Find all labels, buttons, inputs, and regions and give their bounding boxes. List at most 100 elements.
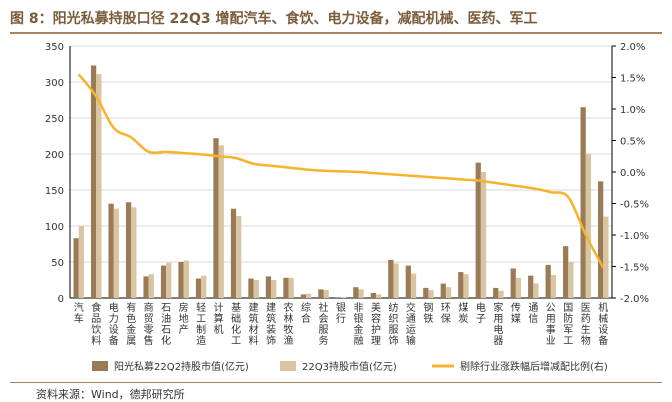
bar-q3 <box>253 280 259 298</box>
bar-q2 <box>230 208 237 298</box>
category-label: 食品饮料 <box>91 301 101 347</box>
bar-q3 <box>550 274 557 298</box>
right-tick-label: -1.5% <box>620 263 649 274</box>
right-tick-label: 0.0% <box>620 168 645 179</box>
bar-q3 <box>131 207 137 298</box>
bar-q2 <box>248 278 254 298</box>
right-tick-label: -1.0% <box>620 231 649 242</box>
category-label: 汽车 <box>74 301 84 325</box>
bar-q3 <box>445 287 452 298</box>
category-label: 美容护理 <box>371 301 381 347</box>
bar-q3 <box>585 154 592 298</box>
category-label: 有色金属 <box>126 301 136 347</box>
source-note: 资料来源：Wind，德邦研究所 <box>36 388 185 401</box>
bar-q2 <box>318 289 324 298</box>
legend-swatch <box>280 361 296 371</box>
category-label: 煤炭 <box>458 301 468 325</box>
bar-q2 <box>493 287 499 298</box>
category-label: 石油石化 <box>161 303 171 347</box>
bar-q2 <box>528 275 534 298</box>
legend-label: 剔除行业涨跌幅后增减配比例(右) <box>460 360 608 373</box>
category-label: 医药生物 <box>581 302 591 347</box>
bar-q2 <box>440 283 446 298</box>
bar-q3 <box>96 74 102 298</box>
bar-q2 <box>405 265 411 298</box>
category-label: 国防军工 <box>563 302 573 347</box>
category-label: 电子 <box>476 301 486 325</box>
left-tick-label: 50 <box>51 258 64 269</box>
left-tick-label: 250 <box>45 114 64 125</box>
right-tick-label: -0.5% <box>620 200 649 211</box>
bar-q3 <box>568 262 574 298</box>
bar-q2 <box>458 272 464 298</box>
category-label: 传媒 <box>511 302 521 325</box>
right-tick-label: 1.0% <box>620 105 645 116</box>
left-tick-label: 200 <box>45 150 64 161</box>
title-rule <box>10 32 662 34</box>
bar-q2 <box>90 65 97 298</box>
category-label: 建筑装饰 <box>266 301 276 347</box>
left-tick-label: 350 <box>45 42 64 53</box>
bar-q2 <box>370 292 376 298</box>
bar-q2 <box>265 276 272 298</box>
source-rule <box>10 382 662 383</box>
bar-q2 <box>563 246 569 298</box>
category-label: 机械设备 <box>598 301 608 347</box>
category-label: 家用电器 <box>493 301 503 347</box>
bar-q2 <box>213 138 219 298</box>
bar-q2 <box>545 264 551 298</box>
bar-q3 <box>480 172 487 298</box>
category-label: 计算机 <box>214 301 224 336</box>
bar-q3 <box>533 283 539 298</box>
left-tick-label: 100 <box>45 222 64 233</box>
bar-q2 <box>335 297 341 298</box>
bar-q3 <box>463 274 469 298</box>
bar-q3 <box>166 262 172 298</box>
category-label: 银行 <box>336 301 346 325</box>
bar-q2 <box>510 268 516 298</box>
bar-q3 <box>358 289 364 298</box>
bar-q2 <box>108 203 114 298</box>
bar-q3 <box>498 290 504 298</box>
category-label: 电力设备 <box>109 301 119 347</box>
left-tick-label: 150 <box>45 186 64 197</box>
bar-q3 <box>148 274 154 298</box>
category-label: 建筑材料 <box>249 301 259 347</box>
legend-swatch <box>92 361 108 371</box>
bar-q3 <box>113 208 119 298</box>
bar-q3 <box>236 215 242 298</box>
bar-q2 <box>160 265 167 298</box>
bar-q3 <box>201 275 207 298</box>
bar-q2 <box>195 278 202 298</box>
category-label: 轻工制造 <box>196 301 206 347</box>
category-label: 商贸零售 <box>144 301 154 347</box>
bar-q2 <box>423 287 429 298</box>
bar-q3 <box>393 263 399 298</box>
bar-q3 <box>428 290 434 298</box>
category-label: 房地产 <box>179 301 189 336</box>
bar-q2 <box>598 181 604 298</box>
bar-q3 <box>306 293 312 298</box>
legend-label: 阳光私募22Q2持股市值(亿元) <box>114 360 249 373</box>
category-label: 农林牧渔 <box>284 301 294 347</box>
bar-q3 <box>341 297 347 298</box>
right-tick-label: 0.5% <box>620 137 645 148</box>
right-tick-label: -2.0% <box>620 294 649 305</box>
series-line <box>77 73 605 269</box>
bar-q2 <box>73 238 79 298</box>
bar-q3 <box>271 280 277 298</box>
bar-q3 <box>603 216 609 298</box>
bar-q2 <box>388 259 394 298</box>
right-tick-label: 2.0% <box>620 42 645 53</box>
category-label: 社会服务 <box>319 301 329 347</box>
bar-q3 <box>183 260 189 298</box>
left-tick-label: 0 <box>58 294 64 305</box>
category-label: 通信 <box>528 302 538 325</box>
chart-title: 图 8：阳光私募持股口径 22Q3 增配汽车、食饮、电力设备，减配机械、医药、军… <box>10 11 538 27</box>
bar-q2 <box>353 287 359 298</box>
category-label: 纺织服饰 <box>388 301 398 347</box>
bar-q2 <box>300 294 307 298</box>
bar-q3 <box>375 294 382 298</box>
category-label: 交通运输 <box>406 301 416 347</box>
